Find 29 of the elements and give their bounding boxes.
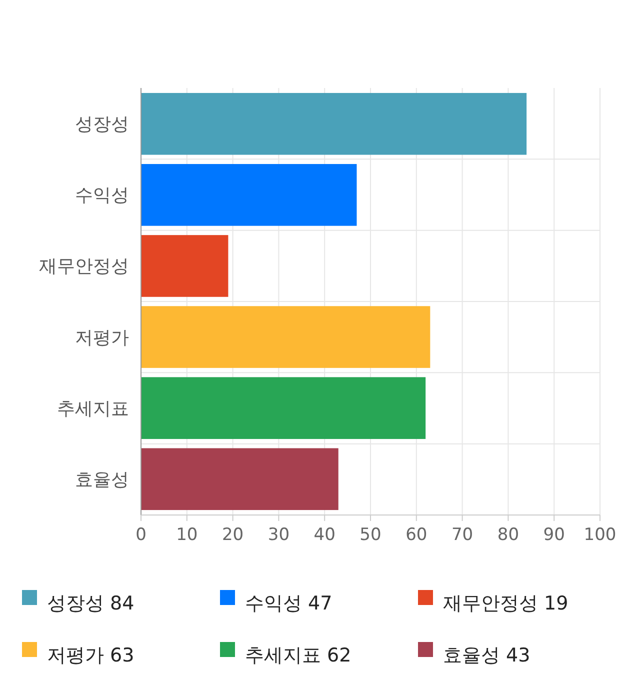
x-tick-label: 40 (314, 524, 336, 545)
text: 저평가 63 (47, 644, 134, 667)
x-tick-label: 30 (268, 524, 290, 545)
y-tick-label: 재무안정성 (39, 256, 129, 278)
bar (141, 448, 338, 510)
x-tick-label: 70 (451, 524, 474, 545)
text: 수익성 47 (245, 592, 332, 615)
x-tick-label: 0 (136, 524, 146, 545)
text: 추세지표 62 (245, 644, 352, 667)
x-tick-label: 80 (497, 524, 520, 545)
bar (141, 164, 357, 226)
bar (141, 92, 527, 155)
y-tick-label: 수익성 (75, 185, 129, 206)
bar (141, 235, 228, 297)
y-tick-label: 저평가 (75, 327, 129, 348)
x-tick-label: 10 (176, 524, 198, 545)
text: 효율성 43 (443, 644, 530, 667)
y-tick-label: 추세지표 (57, 398, 129, 420)
x-tick-label: 90 (543, 524, 565, 545)
text: 재무안정성 19 (443, 592, 568, 615)
x-tick-label: 60 (406, 524, 428, 545)
y-tick-label: 효율성 (75, 470, 129, 491)
x-tick-label: 50 (360, 524, 382, 545)
text: 성장성 84 (47, 592, 134, 615)
y-tick-label: 성장성 (75, 114, 129, 135)
x-tick-label: 100 (584, 524, 616, 545)
bar (141, 306, 430, 368)
bar (141, 377, 426, 439)
x-tick-label: 20 (222, 524, 244, 545)
